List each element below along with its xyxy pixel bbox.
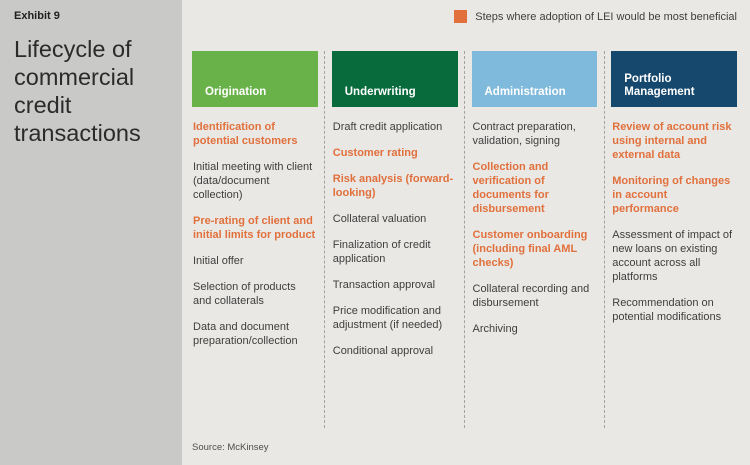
- lifecycle-step: Archiving: [472, 323, 518, 335]
- column-portfolio-management: Portfolio Management Review of account r…: [603, 51, 737, 428]
- exhibit-label: Exhibit 9: [14, 10, 60, 22]
- legend-swatch-icon: [454, 10, 468, 23]
- lifecycle-step: Identification of potential customers: [193, 121, 298, 147]
- lifecycle-step: Initial offer: [193, 255, 244, 267]
- lifecycle-step: Transaction approval: [332, 279, 436, 291]
- column-header-administration: Administration: [471, 51, 598, 107]
- content-area: Steps where adoption of LEI would be mos…: [182, 0, 750, 465]
- lifecycle-step: Collateral recording and disbursement: [472, 283, 590, 309]
- column-origination: Origination Identification of potential …: [192, 51, 318, 428]
- source-note: Source: McKinsey: [192, 442, 269, 453]
- column-steps-portfolio-management: Review of account risk using internal an…: [611, 107, 737, 324]
- lifecycle-step: Selection of products and collaterals: [193, 281, 296, 307]
- lifecycle-step: Draft credit application: [332, 121, 443, 133]
- column-header-origination: Origination: [192, 51, 318, 107]
- lifecycle-step: Conditional approval: [332, 345, 434, 357]
- lifecycle-step: Data and document preparation/collection: [193, 321, 298, 347]
- lifecycle-step: Finalization of credit application: [332, 239, 431, 265]
- lifecycle-step: Pre-rating of client and initial limits …: [193, 215, 316, 241]
- lifecycle-step: Review of account risk using internal an…: [612, 121, 732, 161]
- column-administration: Administration Contract preparation, val…: [464, 51, 598, 428]
- lifecycle-step: Price modification and adjustment (if ne…: [332, 305, 443, 331]
- column-steps-origination: Identification of potential customers In…: [192, 107, 318, 348]
- lifecycle-step: Risk analysis (forward-looking): [332, 173, 454, 199]
- column-header-underwriting: Underwriting: [331, 51, 458, 107]
- lifecycle-step: Assessment of impact of new loans on exi…: [612, 229, 733, 283]
- column-underwriting: Underwriting Draft credit application Cu…: [324, 51, 458, 428]
- legend: Steps where adoption of LEI would be mos…: [454, 10, 737, 23]
- legend-label: Steps where adoption of LEI would be mos…: [475, 10, 737, 23]
- lifecycle-step: Customer rating: [332, 147, 418, 159]
- column-header-portfolio-management: Portfolio Management: [611, 51, 737, 107]
- lifecycle-columns: Origination Identification of potential …: [192, 51, 737, 428]
- column-steps-administration: Contract preparation, validation, signin…: [472, 107, 598, 336]
- sidebar: Exhibit 9 Lifecycle of commercial credit…: [0, 0, 182, 465]
- lifecycle-step: Initial meeting with client (data/docume…: [193, 161, 313, 201]
- lifecycle-step: Collection and verification of documents…: [472, 161, 549, 215]
- lifecycle-step: Recommendation on potential modification…: [612, 297, 722, 323]
- page-title: Lifecycle of commercial credit transacti…: [14, 36, 141, 146]
- column-steps-underwriting: Draft credit application Customer rating…: [332, 107, 458, 358]
- lifecycle-step: Monitoring of changes in account perform…: [612, 175, 731, 215]
- lifecycle-step: Collateral valuation: [332, 213, 427, 225]
- lifecycle-step: Customer onboarding (including final AML…: [472, 229, 588, 269]
- lifecycle-step: Contract preparation, validation, signin…: [472, 121, 576, 147]
